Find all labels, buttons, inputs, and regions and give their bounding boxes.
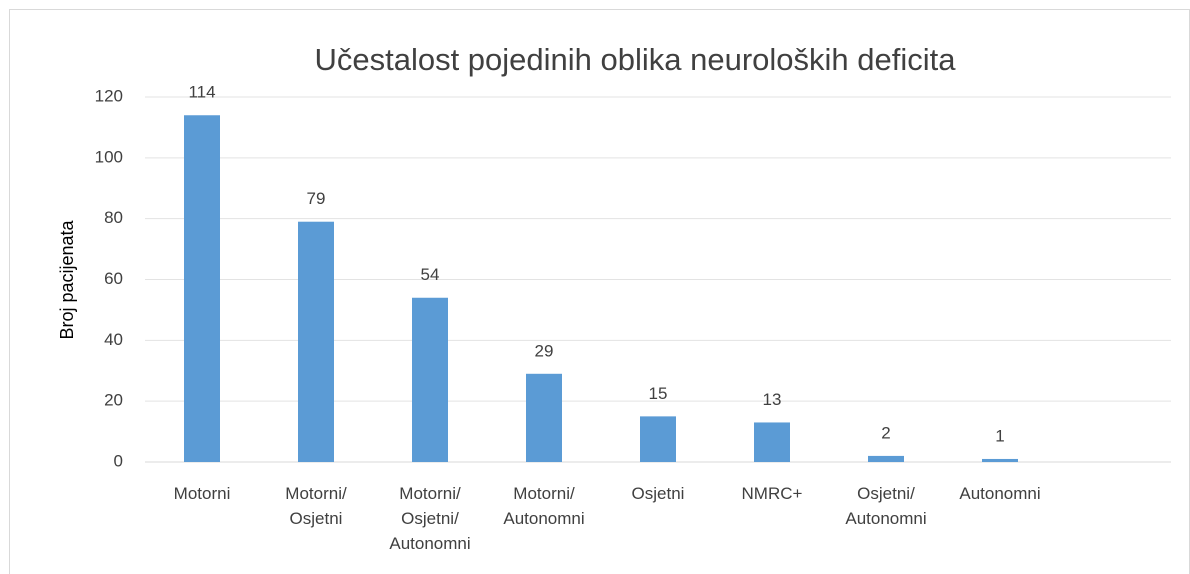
y-tick-label: 0: [114, 451, 123, 470]
data-label: 2: [881, 423, 890, 442]
data-label: 1: [995, 426, 1004, 445]
y-tick-label: 100: [95, 147, 123, 166]
y-tick-label: 120: [95, 86, 123, 105]
chart-title: Učestalost pojedinih oblika neuroloških …: [314, 42, 956, 77]
data-label: 79: [307, 189, 326, 208]
bar: [640, 416, 676, 462]
data-label: 29: [535, 341, 554, 360]
bar: [526, 373, 562, 462]
y-tick-label: 40: [104, 330, 123, 349]
x-tick-label: NMRC+: [741, 484, 803, 503]
bar: [184, 115, 220, 462]
y-tick-label: 80: [104, 208, 123, 227]
y-tick-label: 60: [104, 269, 123, 288]
x-tick-label: Motorni/ Osjetni: [285, 484, 347, 528]
y-tick-label: 20: [104, 391, 123, 410]
bar: [412, 297, 448, 462]
bar: [982, 458, 1018, 462]
y-axis-label: Broj pacijenata: [57, 219, 77, 339]
data-label: 15: [649, 384, 668, 403]
data-label: 114: [188, 83, 215, 102]
x-tick-label: Osjetni: [631, 484, 685, 503]
x-tick-label: Autonomni: [959, 484, 1041, 503]
bar: [298, 221, 334, 462]
x-tick-label: Osjetni/ Autonomni: [845, 484, 927, 528]
x-tick-label: Motorni: [173, 484, 231, 503]
x-tick-label: Motorni/ Osjetni/ Autonomni: [389, 484, 471, 553]
data-label: 54: [421, 265, 440, 284]
data-label: 13: [763, 390, 782, 409]
bar: [868, 455, 904, 462]
bar: [754, 422, 790, 462]
x-tick-label: Motorni/ Autonomni: [503, 484, 585, 528]
